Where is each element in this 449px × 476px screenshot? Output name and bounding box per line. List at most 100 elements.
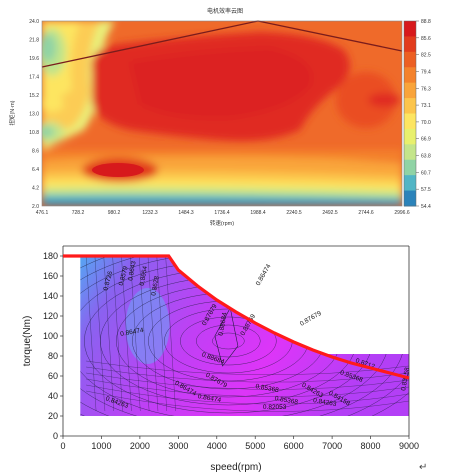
heatmap-x-tick-label: 1232.3 [142, 210, 158, 216]
contour-label: 0.8643 [127, 260, 137, 281]
contour-x-tick-label: 6000 [284, 441, 304, 451]
contour-line [147, 256, 159, 412]
contour-x-tick-label: 8000 [361, 441, 381, 451]
contour-x-tick-label: 7000 [322, 441, 342, 451]
contour-line [85, 256, 97, 412]
colorbar-cell [404, 144, 416, 161]
colorbar-cell [404, 36, 416, 53]
contour-line [86, 360, 410, 376]
contour-x-tick-label: 3000 [168, 441, 188, 451]
heatmap-y-tick-label: 21.8 [29, 38, 39, 44]
colorbar-cell [404, 21, 416, 37]
contour-x-tick-label: 5000 [245, 441, 265, 451]
contour-line [86, 378, 410, 397]
heatmap-x-tick-label: 476.1 [36, 210, 49, 216]
heatmap-x-tick-label: 1736.4 [214, 210, 230, 216]
heatmap-y-tick-label: 17.4 [29, 75, 39, 81]
contour-line [121, 256, 132, 412]
heatmap-x-tick-label: 1988.4 [250, 210, 266, 216]
contour-y-tick-label: 40 [48, 391, 58, 401]
colorbar-cell [404, 128, 416, 145]
contour-x-tick-label: 9000 [399, 441, 419, 451]
heatmap-x-tick-label: 980.2 [108, 210, 121, 216]
contour-label: 0.8628 [150, 275, 160, 296]
heatmap-x-tick-label: 728.2 [72, 210, 85, 216]
contour-label: 0.8654 [139, 265, 149, 286]
contour-line [212, 332, 245, 350]
heatmap-y-tick-label: 13.0 [29, 112, 39, 118]
heatmap-x-tick-label: 2996.6 [394, 210, 410, 216]
heatmap-y-tick-label: 4.2 [32, 186, 39, 192]
contour-line [156, 256, 168, 412]
heatmap-y-tick-label: 2.0 [32, 204, 39, 210]
colorbar-tick-label: 57.5 [421, 187, 431, 193]
contour-label: 0.85368 [274, 395, 299, 406]
contour-x-tick-label: 4000 [207, 441, 227, 451]
colorbar-tick-label: 60.7 [421, 170, 431, 176]
colorbar-tick-label: 82.5 [421, 53, 431, 59]
colorbar-cell [404, 175, 416, 192]
contour-line [214, 307, 239, 367]
colorbar-cell [404, 113, 416, 130]
contour-line [86, 390, 410, 412]
peak-torque-curve [63, 254, 410, 380]
colorbar-tick-label: 76.3 [421, 86, 431, 92]
heatmap-colorbar: 88.8 85.6 82.5 79.4 76.3 73.1 70.0 66.9 63.8 60.7… [403, 19, 431, 210]
contour-low-zone [125, 288, 170, 364]
contour-y-tick-label: 60 [48, 371, 58, 381]
contour-label: 0.82053 [263, 404, 287, 411]
colorbar-tick-label: 73.1 [421, 103, 431, 109]
heatmap-y-tick-label: 19.6 [29, 56, 39, 62]
heatmap-y-tick-label: 15.2 [29, 93, 39, 99]
contour-axes [62, 245, 410, 437]
heatmap-plot-area [41, 20, 403, 207]
contour-line [103, 256, 114, 412]
heatmap-x-tick-label: 2240.5 [286, 210, 302, 216]
contour-label: 0.83158 [400, 367, 411, 392]
contour-line [138, 256, 150, 412]
contour-line [180, 316, 277, 366]
contour-label: 0.87679 [299, 310, 323, 328]
contour-label: 0.84263 [313, 397, 338, 408]
contour-line [165, 256, 176, 412]
contour-line [112, 256, 123, 412]
heatmap-y-axis-label: 扭矩(N·m) [8, 100, 16, 125]
heatmap-x-tick-labels: 476.1 728.2 980.2 1232.3 1484.3 1736.4 1988.4 2… [36, 210, 410, 216]
colorbar-tick-label: 63.8 [421, 154, 431, 160]
contour-y-tick-label: 160 [43, 271, 58, 281]
colorbar-tick-label: 79.4 [421, 69, 431, 75]
contour-line [86, 366, 410, 383]
colorbar-cell [404, 82, 416, 99]
heatmap-x-tick-label: 2744.6 [358, 210, 374, 216]
colorbar-tick-label: 66.9 [421, 137, 431, 143]
heatmap-x-tick-label: 2492.5 [322, 210, 338, 216]
contour-line [94, 256, 106, 412]
heatmap-y-tick-label: 24.0 [29, 19, 39, 25]
heatmap-y-tick-label: 8.6 [32, 149, 39, 155]
heatmap-x-axis-label: 转速(rpm) [210, 219, 234, 227]
heatmap-y-tick-label: 10.8 [29, 130, 39, 136]
contour-y-tick-labels: 0 20 40 60 80 100 120 140 160 180 [43, 251, 63, 441]
colorbar-cell [404, 98, 416, 114]
return-mark: ↵ [419, 462, 428, 473]
contour-line [86, 372, 410, 390]
colorbar-cell [404, 51, 416, 68]
colorbar-tick-label: 70.0 [421, 120, 431, 126]
contour-label: 0.85368 [255, 383, 280, 394]
contour-label: 0.86474 [120, 327, 145, 338]
colorbar-cell [404, 159, 416, 176]
contour-y-tick-label: 80 [48, 351, 58, 361]
contour-x-tick-label: 2000 [130, 441, 150, 451]
colorbar-tick-label: 88.8 [421, 19, 431, 25]
contour-x-tick-label: 0 [60, 441, 65, 451]
heatmap-x-tick-label: 1484.3 [178, 210, 194, 216]
efficiency-heatmap-chart: 电机效率云图 [8, 7, 431, 227]
contour-label: 0.86474 [255, 263, 273, 287]
contour-y-axis-label: torque(Nm) [22, 316, 33, 367]
contour-line [86, 384, 410, 405]
colorbar-tick-label: 85.6 [421, 36, 431, 42]
contour-label: 0.86474 [197, 393, 222, 404]
contour-line [130, 256, 141, 412]
heatmap-y-tick-label: 6.4 [32, 167, 39, 173]
